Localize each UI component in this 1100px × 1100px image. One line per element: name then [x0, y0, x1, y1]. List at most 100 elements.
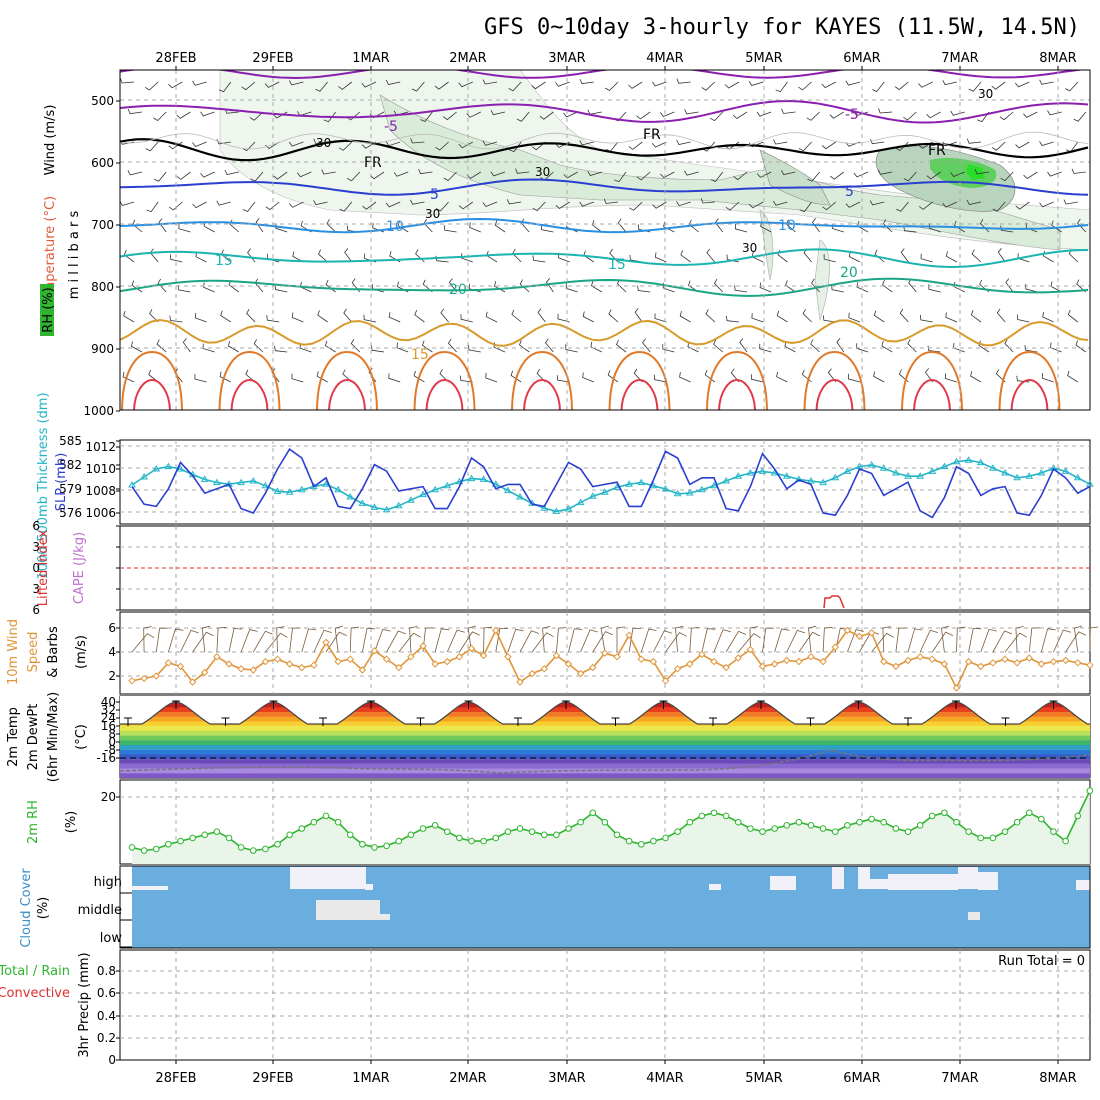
wind-barb [289, 627, 301, 653]
thickness-point [722, 477, 731, 484]
wind-barb [349, 626, 360, 653]
date-label: 1MAR [352, 51, 389, 66]
wind-barb [684, 109, 699, 115]
wind10-point [686, 660, 694, 668]
wind-barb [821, 141, 837, 150]
wind-barb [748, 201, 764, 209]
wind10-point [164, 659, 173, 667]
wind-barb [291, 312, 304, 323]
rh2m-point [359, 840, 366, 848]
wind-barb [775, 81, 788, 93]
rh2m-point [443, 828, 451, 835]
rh2m-point [941, 809, 948, 817]
wind-barb [714, 278, 724, 293]
wind10-point [855, 632, 864, 641]
slp-line [131, 448, 1091, 519]
wind-barb [713, 629, 731, 653]
wind-barb [1015, 626, 1024, 653]
wind-barb [653, 374, 667, 383]
wind-barb [203, 282, 215, 293]
y-tick-label: 3 [32, 582, 40, 596]
wind-barb [942, 80, 957, 86]
wind-barb [511, 309, 522, 323]
rh2m-point [650, 837, 657, 845]
wind-barb [420, 111, 433, 122]
wind10-point [649, 657, 658, 666]
wind-barb [580, 629, 598, 653]
wind-barb [494, 220, 506, 233]
wind-barb [974, 169, 990, 175]
wind10-point [843, 626, 852, 635]
wind-barb [848, 312, 861, 323]
wind-barb [434, 81, 449, 90]
rh2m-point [540, 831, 548, 839]
wind-barb [822, 315, 836, 323]
rh2m-point [310, 818, 318, 826]
wind-barb [999, 111, 1014, 121]
wind-barb [944, 373, 957, 383]
wind-barb [288, 141, 304, 147]
wind-barb [642, 338, 651, 353]
wind-barb [531, 81, 546, 90]
wind-barb [733, 171, 748, 181]
temperature-contour [120, 178, 1089, 196]
temperature-contour [718, 378, 756, 410]
wind-barb [334, 625, 344, 653]
wind-barb [228, 628, 243, 653]
wind-barb [737, 633, 761, 653]
temperature-band [120, 773, 1090, 778]
thickness-point [346, 493, 355, 500]
wind-barb [467, 625, 476, 653]
svg-text:30: 30 [742, 241, 757, 255]
wind-barb [168, 628, 184, 653]
wind-barb [773, 139, 788, 145]
wind-barb [443, 171, 457, 182]
thickness-point [952, 457, 961, 465]
wind-barb [557, 313, 570, 323]
date-label: 8MAR [1039, 1071, 1076, 1086]
wind-barb [178, 223, 191, 233]
thickness-label: 1000-500mb Thickness (dm) [36, 392, 51, 579]
cloud-y-label: (%) [36, 897, 51, 920]
wind10-point [419, 642, 427, 650]
wind10-point [698, 650, 706, 659]
wind10-point [625, 631, 633, 639]
rh2m-point [371, 844, 378, 851]
wind10-point [819, 657, 827, 666]
thickness-point [867, 461, 876, 468]
temperature-contour [316, 350, 378, 410]
wind-barb [847, 629, 864, 653]
thickness-point [1037, 469, 1046, 476]
thickness-point [807, 477, 815, 484]
wind-barb [292, 251, 304, 263]
rh2m-point [140, 847, 148, 854]
wind-barb [926, 111, 941, 119]
wind-barb [313, 629, 332, 653]
wind-barb [1004, 338, 1014, 353]
wind-barb [296, 171, 312, 178]
rh2m-point [783, 822, 791, 829]
wind10-point [407, 653, 415, 661]
wind-barb [516, 111, 530, 122]
temp2m-label-c: (6hr Min/Max) [46, 692, 61, 782]
temperature-contour [120, 318, 1089, 347]
y-tick-label: 1010 [85, 462, 116, 476]
wind-barb [413, 370, 425, 383]
wind-barb [1039, 79, 1054, 85]
temperature-band [120, 730, 1090, 736]
wind10-panel: 6 4 2 10m Wind Speed & Barbs (m/s) [6, 611, 1099, 695]
temperature-contour [901, 350, 963, 410]
wind-barb [616, 339, 627, 353]
wind10-point [807, 653, 815, 661]
temp2m-y-label: (°C) [74, 724, 89, 750]
wind10-point [322, 638, 330, 647]
wind-barb [616, 626, 625, 652]
wind-barb [751, 313, 764, 323]
wind-barb [338, 141, 353, 151]
wind-barb [798, 631, 820, 653]
wind-barb [1053, 629, 1072, 653]
wind-barb [201, 625, 211, 653]
wind10-point [928, 655, 936, 663]
wind-barb [544, 338, 554, 353]
